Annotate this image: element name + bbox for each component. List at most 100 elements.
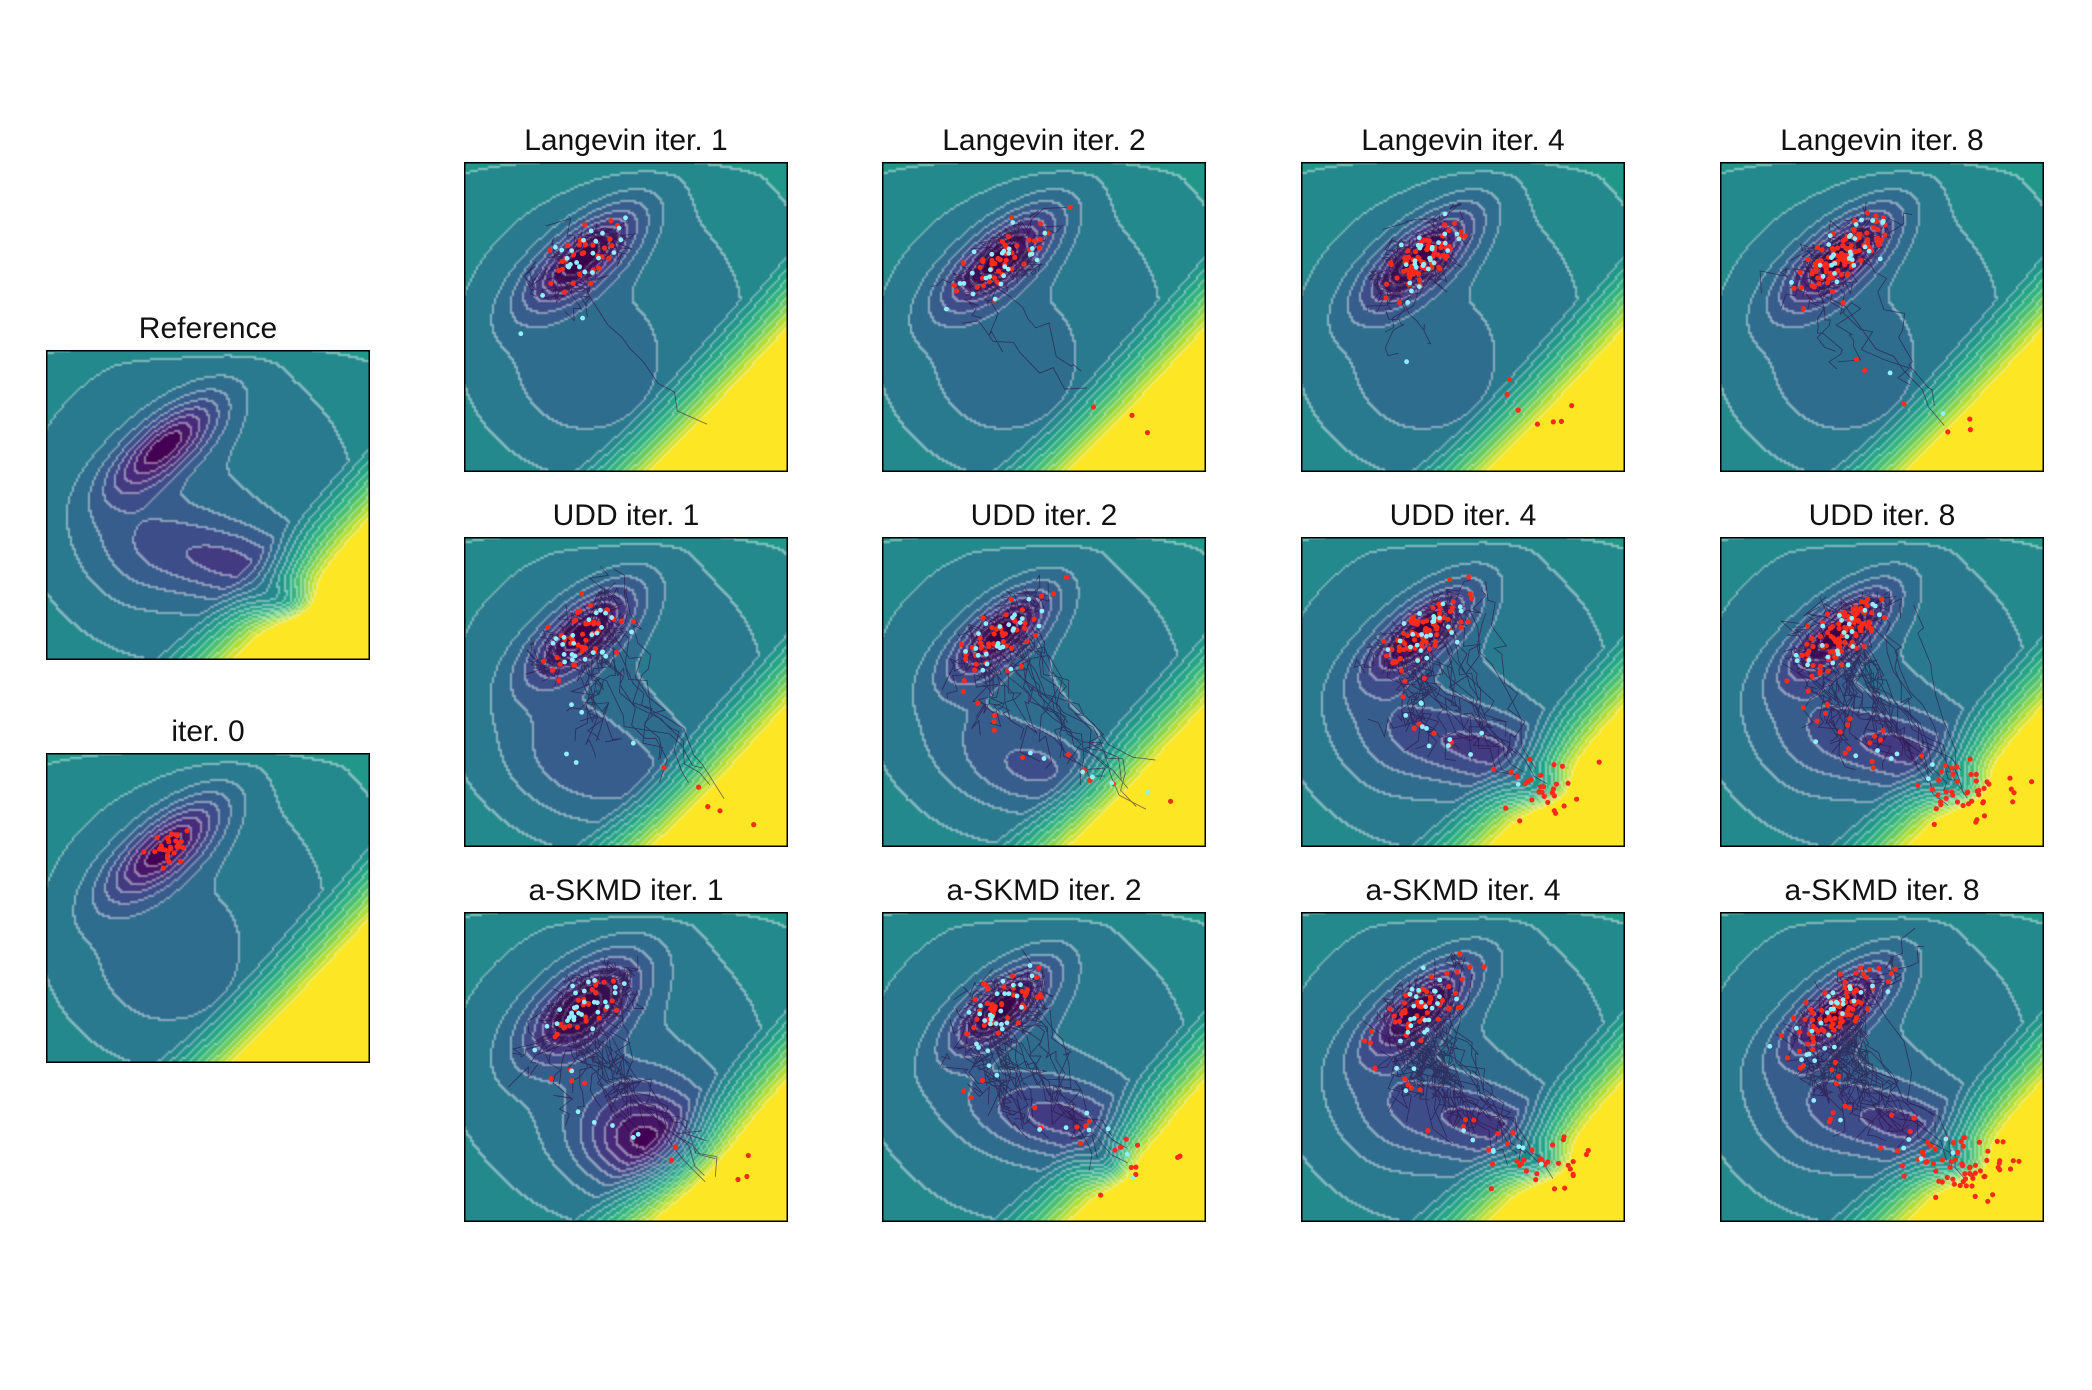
sample-point <box>1842 639 1848 645</box>
sample-point <box>601 245 607 251</box>
sample-point <box>1945 429 1951 435</box>
sample-point <box>1551 762 1557 768</box>
axes-frame <box>464 537 788 847</box>
sample-point <box>1424 988 1430 995</box>
sample-point <box>1967 1165 1973 1171</box>
trajectory-endpoint <box>574 260 579 265</box>
sample-point <box>1458 229 1464 235</box>
trajectory-endpoint <box>1418 700 1424 706</box>
trajectory-endpoint <box>1825 1010 1830 1015</box>
trajectory-endpoint <box>1930 762 1935 767</box>
trajectory-endpoint <box>1105 1126 1111 1132</box>
trajectory-endpoint <box>988 1021 993 1027</box>
sample-point <box>972 996 978 1002</box>
trajectory-endpoint <box>571 1005 577 1011</box>
sample-point <box>1791 285 1797 291</box>
sample-point <box>558 1021 564 1027</box>
sample-point <box>1836 1073 1842 1080</box>
trajectory-endpoint <box>581 999 587 1005</box>
sample-point <box>593 990 599 996</box>
trajectory-endpoint <box>582 656 588 662</box>
trajectory-group <box>507 956 718 1183</box>
sample-point <box>1424 1010 1430 1016</box>
trajectory-endpoint <box>1431 260 1437 266</box>
sample-point <box>1834 245 1841 251</box>
trajectory-endpoint <box>1421 261 1427 267</box>
sample-point <box>1014 243 1020 249</box>
sample-point <box>1383 653 1390 659</box>
sample-trajectory <box>948 653 987 672</box>
sample-trajectory <box>1001 590 1025 624</box>
sample-point <box>1805 1041 1811 1047</box>
trajectory-endpoint <box>1806 657 1812 663</box>
sample-point <box>1411 725 1417 731</box>
sample-trajectory <box>1855 225 1878 240</box>
sample-point <box>1432 639 1438 645</box>
sample-point <box>567 1023 573 1029</box>
trajectory-endpoint <box>1006 250 1012 256</box>
sample-point <box>1129 412 1135 418</box>
plot-area <box>464 537 788 847</box>
sample-point <box>1583 1151 1589 1158</box>
sample-trajectory <box>1805 1023 1854 1077</box>
sample-point <box>999 1001 1005 1007</box>
sample-trajectory <box>1402 610 1448 685</box>
sample-trajectory <box>559 992 596 1085</box>
sample-trajectory <box>1367 259 1440 313</box>
sample-point <box>995 268 1002 274</box>
sample-point <box>1994 1138 2000 1144</box>
sample-point <box>1842 750 1848 756</box>
sample-point <box>1960 1143 1966 1149</box>
sample-point <box>1410 616 1416 622</box>
trajectory-endpoint <box>976 631 981 637</box>
sample-point <box>1977 1168 1983 1174</box>
sample-point <box>1437 611 1443 617</box>
trajectory-endpoint <box>1870 601 1876 607</box>
energy-contour-surface <box>1301 912 1625 1222</box>
sample-point <box>1561 803 1567 809</box>
sample-trajectory <box>1819 1027 1904 1132</box>
sample-trajectory <box>1021 612 1081 786</box>
sample-trajectory <box>975 641 1004 718</box>
trajectory-endpoint <box>1415 658 1420 663</box>
trajectory-endpoint <box>1851 263 1857 268</box>
trajectory-endpoint <box>1888 756 1894 761</box>
sample-point <box>1829 288 1836 295</box>
trajectory-endpoint <box>1010 220 1016 225</box>
sample-point <box>1944 1174 1950 1181</box>
trajectory-endpoint <box>1877 256 1883 262</box>
sample-trajectory <box>576 629 599 758</box>
sample-point <box>1981 1174 1987 1180</box>
sample-point <box>574 609 581 616</box>
sample-point <box>589 987 595 993</box>
sample-point <box>1778 1033 1784 1039</box>
sample-point <box>1387 1006 1393 1012</box>
sample-point <box>1842 979 1848 985</box>
sample-point <box>1919 753 1925 759</box>
sample-points-group <box>540 591 757 828</box>
trajectory-endpoint <box>562 659 567 665</box>
sample-trajectory <box>1801 626 1828 729</box>
sample-point <box>1800 306 1806 312</box>
trajectory-endpoint <box>975 652 981 658</box>
sample-point <box>1872 733 1878 739</box>
sample-point <box>582 1080 588 1086</box>
sample-point <box>1876 966 1882 972</box>
trajectory-endpoint <box>987 274 993 280</box>
sample-point <box>1810 662 1816 669</box>
energy-contour-surface <box>1720 537 2044 847</box>
sample-trajectory <box>995 640 1129 789</box>
trajectory-endpoint <box>579 709 585 715</box>
sample-trajectory <box>1027 994 1084 1135</box>
sample-point <box>1846 1105 1852 1111</box>
trajectory-endpoint <box>1418 243 1424 248</box>
sample-point <box>1844 994 1850 1000</box>
sample-point <box>1933 1194 1939 1200</box>
sample-trajectory <box>1845 1020 1927 1130</box>
sample-point <box>1003 612 1009 618</box>
sample-point <box>1447 576 1453 583</box>
sample-point <box>1434 626 1440 632</box>
axes-frame <box>882 537 1206 847</box>
trajectory-endpoint <box>1427 255 1433 261</box>
sample-point <box>1968 771 1974 778</box>
